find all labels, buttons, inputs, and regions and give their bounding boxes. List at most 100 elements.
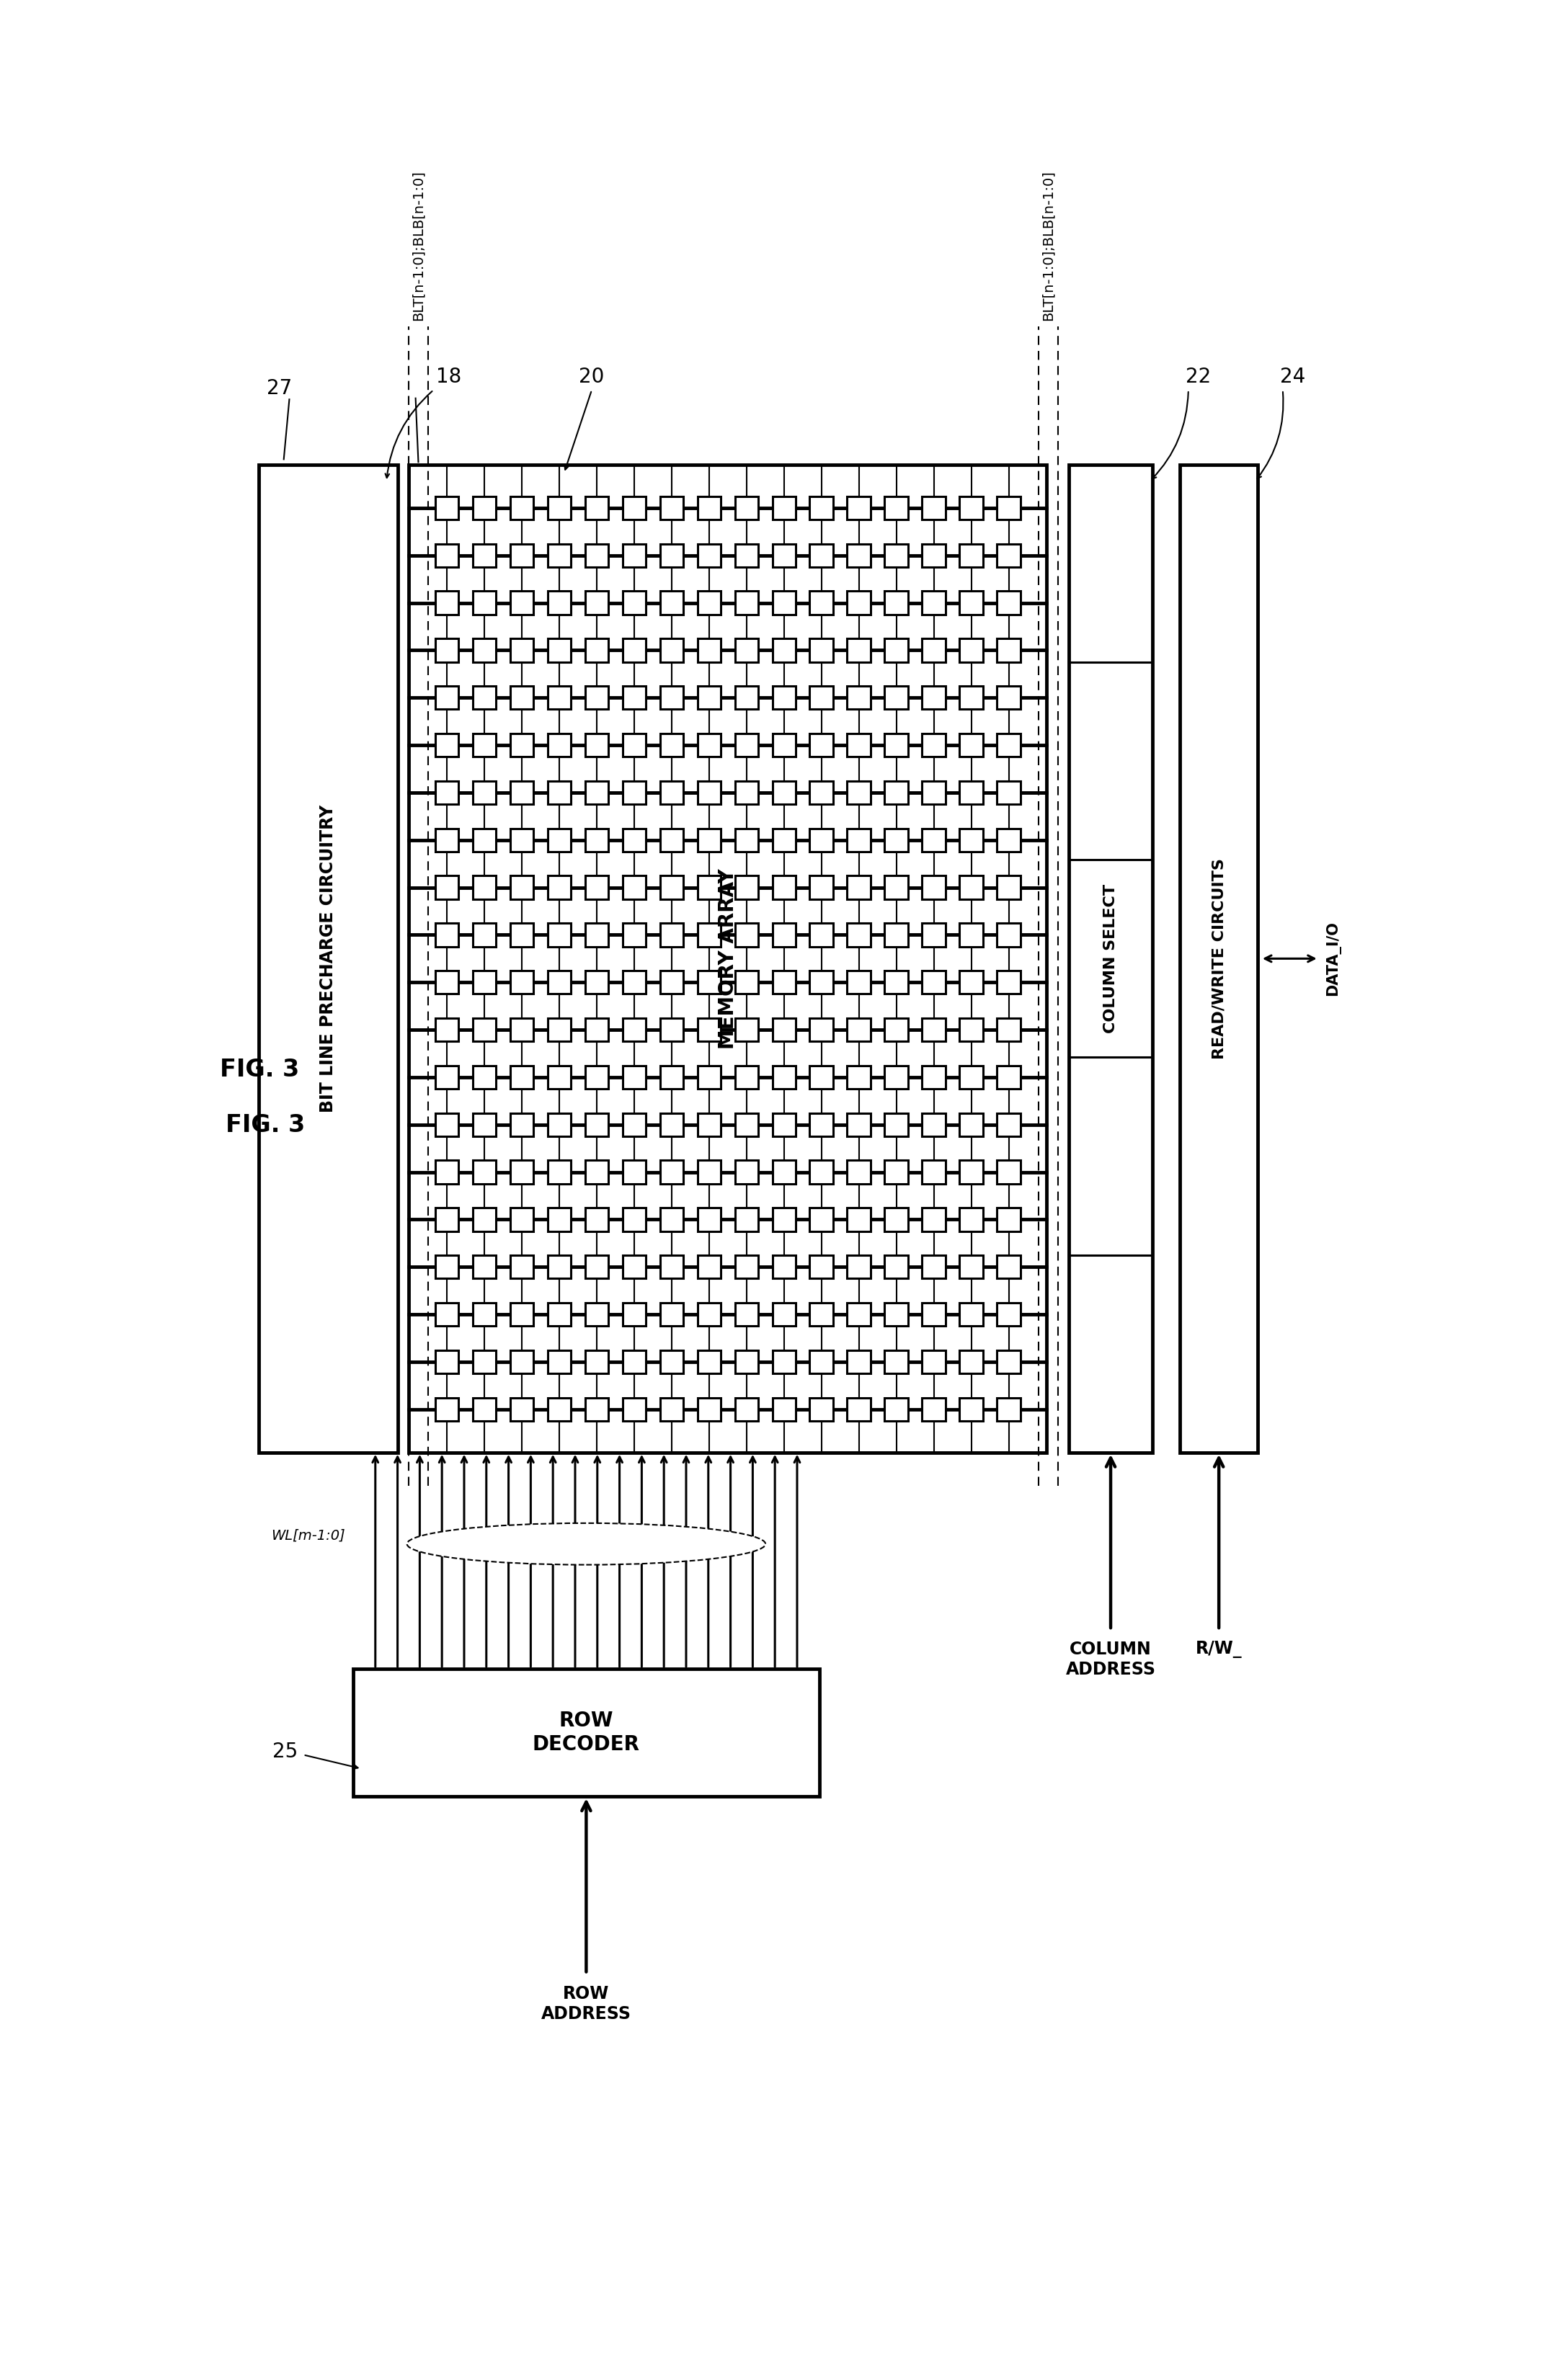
Text: MEMORY ARRAY: MEMORY ARRAY [718, 869, 738, 1050]
Bar [960, 828, 983, 852]
Text: WL[m-1:0]: WL[m-1:0] [271, 1528, 344, 1542]
Bar [847, 590, 870, 614]
Bar [997, 781, 1021, 804]
Bar [884, 497, 907, 519]
Bar [698, 638, 721, 662]
Bar [659, 590, 682, 614]
Bar [960, 1019, 983, 1042]
Bar [960, 1349, 983, 1373]
Bar [585, 828, 608, 852]
Bar [960, 1254, 983, 1278]
Bar [884, 1209, 907, 1230]
Bar [772, 685, 796, 709]
Bar [622, 733, 645, 757]
Bar [772, 1397, 796, 1421]
Bar [473, 1254, 496, 1278]
Bar [436, 1397, 459, 1421]
Bar [772, 876, 796, 900]
Bar [510, 923, 534, 947]
Bar [473, 971, 496, 995]
Bar [698, 971, 721, 995]
Bar [810, 1209, 833, 1230]
Bar [473, 876, 496, 900]
Bar [510, 971, 534, 995]
Text: BLT[n-1:0];BLB[n-1:0]: BLT[n-1:0];BLB[n-1:0] [411, 169, 425, 321]
Bar [548, 781, 571, 804]
Bar [548, 1349, 571, 1373]
Bar [997, 1302, 1021, 1326]
Bar [698, 1349, 721, 1373]
Bar [436, 1019, 459, 1042]
Bar [436, 1254, 459, 1278]
Bar [473, 1349, 496, 1373]
Bar [847, 923, 870, 947]
Bar [923, 497, 946, 519]
Text: FIG. 3: FIG. 3 [220, 1057, 299, 1081]
Bar [436, 638, 459, 662]
Bar [960, 1209, 983, 1230]
Text: R/W_: R/W_ [1196, 1642, 1242, 1659]
Bar [436, 733, 459, 757]
Bar [548, 828, 571, 852]
Bar [810, 1161, 833, 1183]
Bar [436, 781, 459, 804]
Bar [698, 781, 721, 804]
Bar [698, 828, 721, 852]
Bar [436, 590, 459, 614]
Bar [960, 1302, 983, 1326]
Bar [622, 1254, 645, 1278]
Bar [772, 1349, 796, 1373]
Bar [997, 638, 1021, 662]
Bar [622, 1114, 645, 1135]
Bar [698, 1302, 721, 1326]
Bar [510, 1254, 534, 1278]
Bar [810, 497, 833, 519]
Bar [659, 828, 682, 852]
Bar [772, 828, 796, 852]
Bar [510, 1161, 534, 1183]
Bar [622, 1019, 645, 1042]
Bar [884, 971, 907, 995]
Bar [473, 590, 496, 614]
Text: ROW
DECODER: ROW DECODER [532, 1711, 641, 1754]
Bar [585, 685, 608, 709]
Bar [960, 497, 983, 519]
Bar [436, 971, 459, 995]
Bar [847, 1254, 870, 1278]
Bar [735, 781, 758, 804]
Bar [510, 638, 534, 662]
Bar [923, 1161, 946, 1183]
Bar [548, 1302, 571, 1326]
Bar [847, 1114, 870, 1135]
Bar [622, 828, 645, 852]
Bar [923, 1397, 946, 1421]
Bar [354, 1668, 819, 1797]
Bar [997, 733, 1021, 757]
Bar [622, 543, 645, 566]
Bar [585, 733, 608, 757]
Bar [997, 543, 1021, 566]
Bar [659, 1302, 682, 1326]
Bar [659, 733, 682, 757]
Bar [436, 1302, 459, 1326]
Bar [847, 685, 870, 709]
Bar [884, 1161, 907, 1183]
Bar [923, 923, 946, 947]
Text: 22: 22 [1185, 367, 1211, 388]
Bar [997, 1114, 1021, 1135]
Bar [997, 876, 1021, 900]
Bar [585, 543, 608, 566]
Bar [960, 685, 983, 709]
Bar [698, 733, 721, 757]
Text: 18: 18 [436, 367, 462, 388]
Bar [997, 497, 1021, 519]
Bar [473, 1019, 496, 1042]
Text: 27: 27 [267, 378, 292, 397]
Bar [548, 876, 571, 900]
Bar [510, 590, 534, 614]
Bar [548, 638, 571, 662]
Bar [847, 1161, 870, 1183]
Bar [884, 828, 907, 852]
Bar [847, 828, 870, 852]
Bar [659, 638, 682, 662]
